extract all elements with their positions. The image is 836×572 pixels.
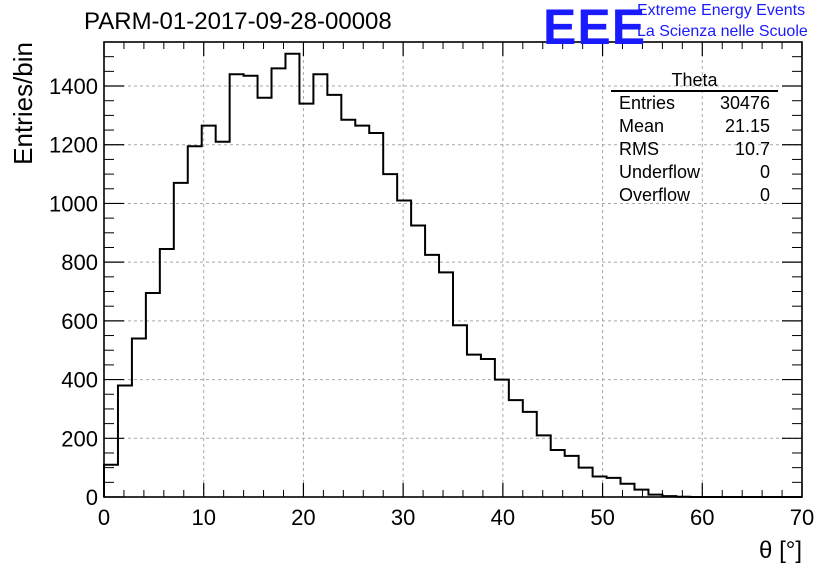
plot-frame xyxy=(103,41,803,498)
histogram-bin xyxy=(327,95,341,497)
histogram-bin xyxy=(593,476,607,497)
stats-row-underflow: Underflow 0 xyxy=(611,161,778,184)
histogram-outline xyxy=(103,52,802,498)
y-tick-label: 800 xyxy=(61,250,98,275)
histogram-bin xyxy=(272,68,286,497)
stats-row-rms: RMS 10.7 xyxy=(611,138,778,161)
histogram-bin xyxy=(104,465,118,497)
x-axis-label: θ [°] xyxy=(759,537,802,564)
x-tick-label: 60 xyxy=(690,505,714,530)
histogram-bin xyxy=(397,201,411,497)
histogram-bin xyxy=(607,478,621,497)
logo-tagline-2: La Scienza nelle Scuole xyxy=(637,23,808,40)
histogram-bin xyxy=(383,174,397,497)
histogram-bin xyxy=(453,325,467,497)
histogram-bin xyxy=(369,133,383,497)
page-title: PARM-01-2017-09-28-00008 xyxy=(84,8,392,35)
stats-value: 21.15 xyxy=(724,116,770,136)
histogram-bin xyxy=(146,293,160,497)
histogram-bin xyxy=(299,104,313,497)
stats-label: Mean xyxy=(619,116,665,136)
x-tick-label: 70 xyxy=(790,505,814,530)
x-tick-label: 0 xyxy=(98,505,110,530)
histogram-bin xyxy=(565,456,579,497)
stats-row-entries: Entries 30476 xyxy=(611,92,778,115)
stats-box: Theta Entries 30476 Mean 21.15 RMS 10.7 … xyxy=(611,70,778,207)
histogram-bin xyxy=(551,450,565,497)
y-tick-label: 1000 xyxy=(49,191,98,216)
histogram-bin xyxy=(230,74,244,497)
x-tick-label: 10 xyxy=(191,505,215,530)
stats-title: Theta xyxy=(611,70,778,92)
stats-value: 30476 xyxy=(719,93,770,113)
histogram-bin xyxy=(467,355,481,497)
stats-value: 0 xyxy=(759,185,770,205)
histogram-bin xyxy=(341,120,355,497)
stats-row-overflow: Overflow 0 xyxy=(611,184,778,207)
stats-label: Entries xyxy=(619,93,676,113)
histogram-bin xyxy=(579,468,593,497)
histogram-bin xyxy=(216,142,230,497)
y-tick-label: 200 xyxy=(61,426,98,451)
x-tick-label: 40 xyxy=(491,505,515,530)
histogram-bin xyxy=(355,126,369,497)
stats-value: 0 xyxy=(759,162,770,182)
y-axis-label: Entries/bin xyxy=(8,42,38,165)
y-tick-label: 400 xyxy=(61,368,98,393)
tick-labels: 0 10 20 30 40 50 60 70 0 200 400 600 800 1000 1200 1400 xyxy=(49,74,814,530)
histogram-bin xyxy=(118,385,132,497)
axis-ticks xyxy=(103,41,803,498)
x-tick-label: 50 xyxy=(590,505,614,530)
histogram-bin xyxy=(160,249,174,497)
histogram-bin xyxy=(174,183,188,497)
y-tick-label: 1200 xyxy=(49,133,98,158)
histogram-bin xyxy=(509,400,523,497)
histogram-bin xyxy=(188,146,202,497)
histogram-bin xyxy=(258,98,272,497)
stats-label: Underflow xyxy=(619,162,701,182)
x-tick-label: 20 xyxy=(291,505,315,530)
y-tick-label: 600 xyxy=(61,309,98,334)
stats-row-mean: Mean 21.15 xyxy=(611,115,778,138)
eee-logo: EEE xyxy=(543,0,647,55)
histogram-bin xyxy=(411,225,425,497)
histogram-bin xyxy=(634,490,648,497)
stats-label: Overflow xyxy=(619,185,691,205)
histogram-bin xyxy=(537,435,551,497)
logo-tagline-1: Extreme Energy Events xyxy=(637,2,806,19)
histogram-bin xyxy=(439,272,453,497)
histogram-bin xyxy=(425,255,439,497)
stats-label: RMS xyxy=(619,139,659,159)
histogram-bars xyxy=(103,52,802,498)
grid-lines xyxy=(104,42,802,497)
histogram-bin xyxy=(285,54,299,497)
stats-value: 10.7 xyxy=(734,139,770,159)
histogram-bin xyxy=(523,412,537,497)
y-tick-label: 0 xyxy=(86,485,98,510)
histogram-bin xyxy=(244,76,258,497)
histogram-bin xyxy=(313,74,327,497)
histogram-bin xyxy=(132,338,146,497)
y-tick-label: 1400 xyxy=(49,74,98,99)
x-tick-label: 30 xyxy=(391,505,415,530)
